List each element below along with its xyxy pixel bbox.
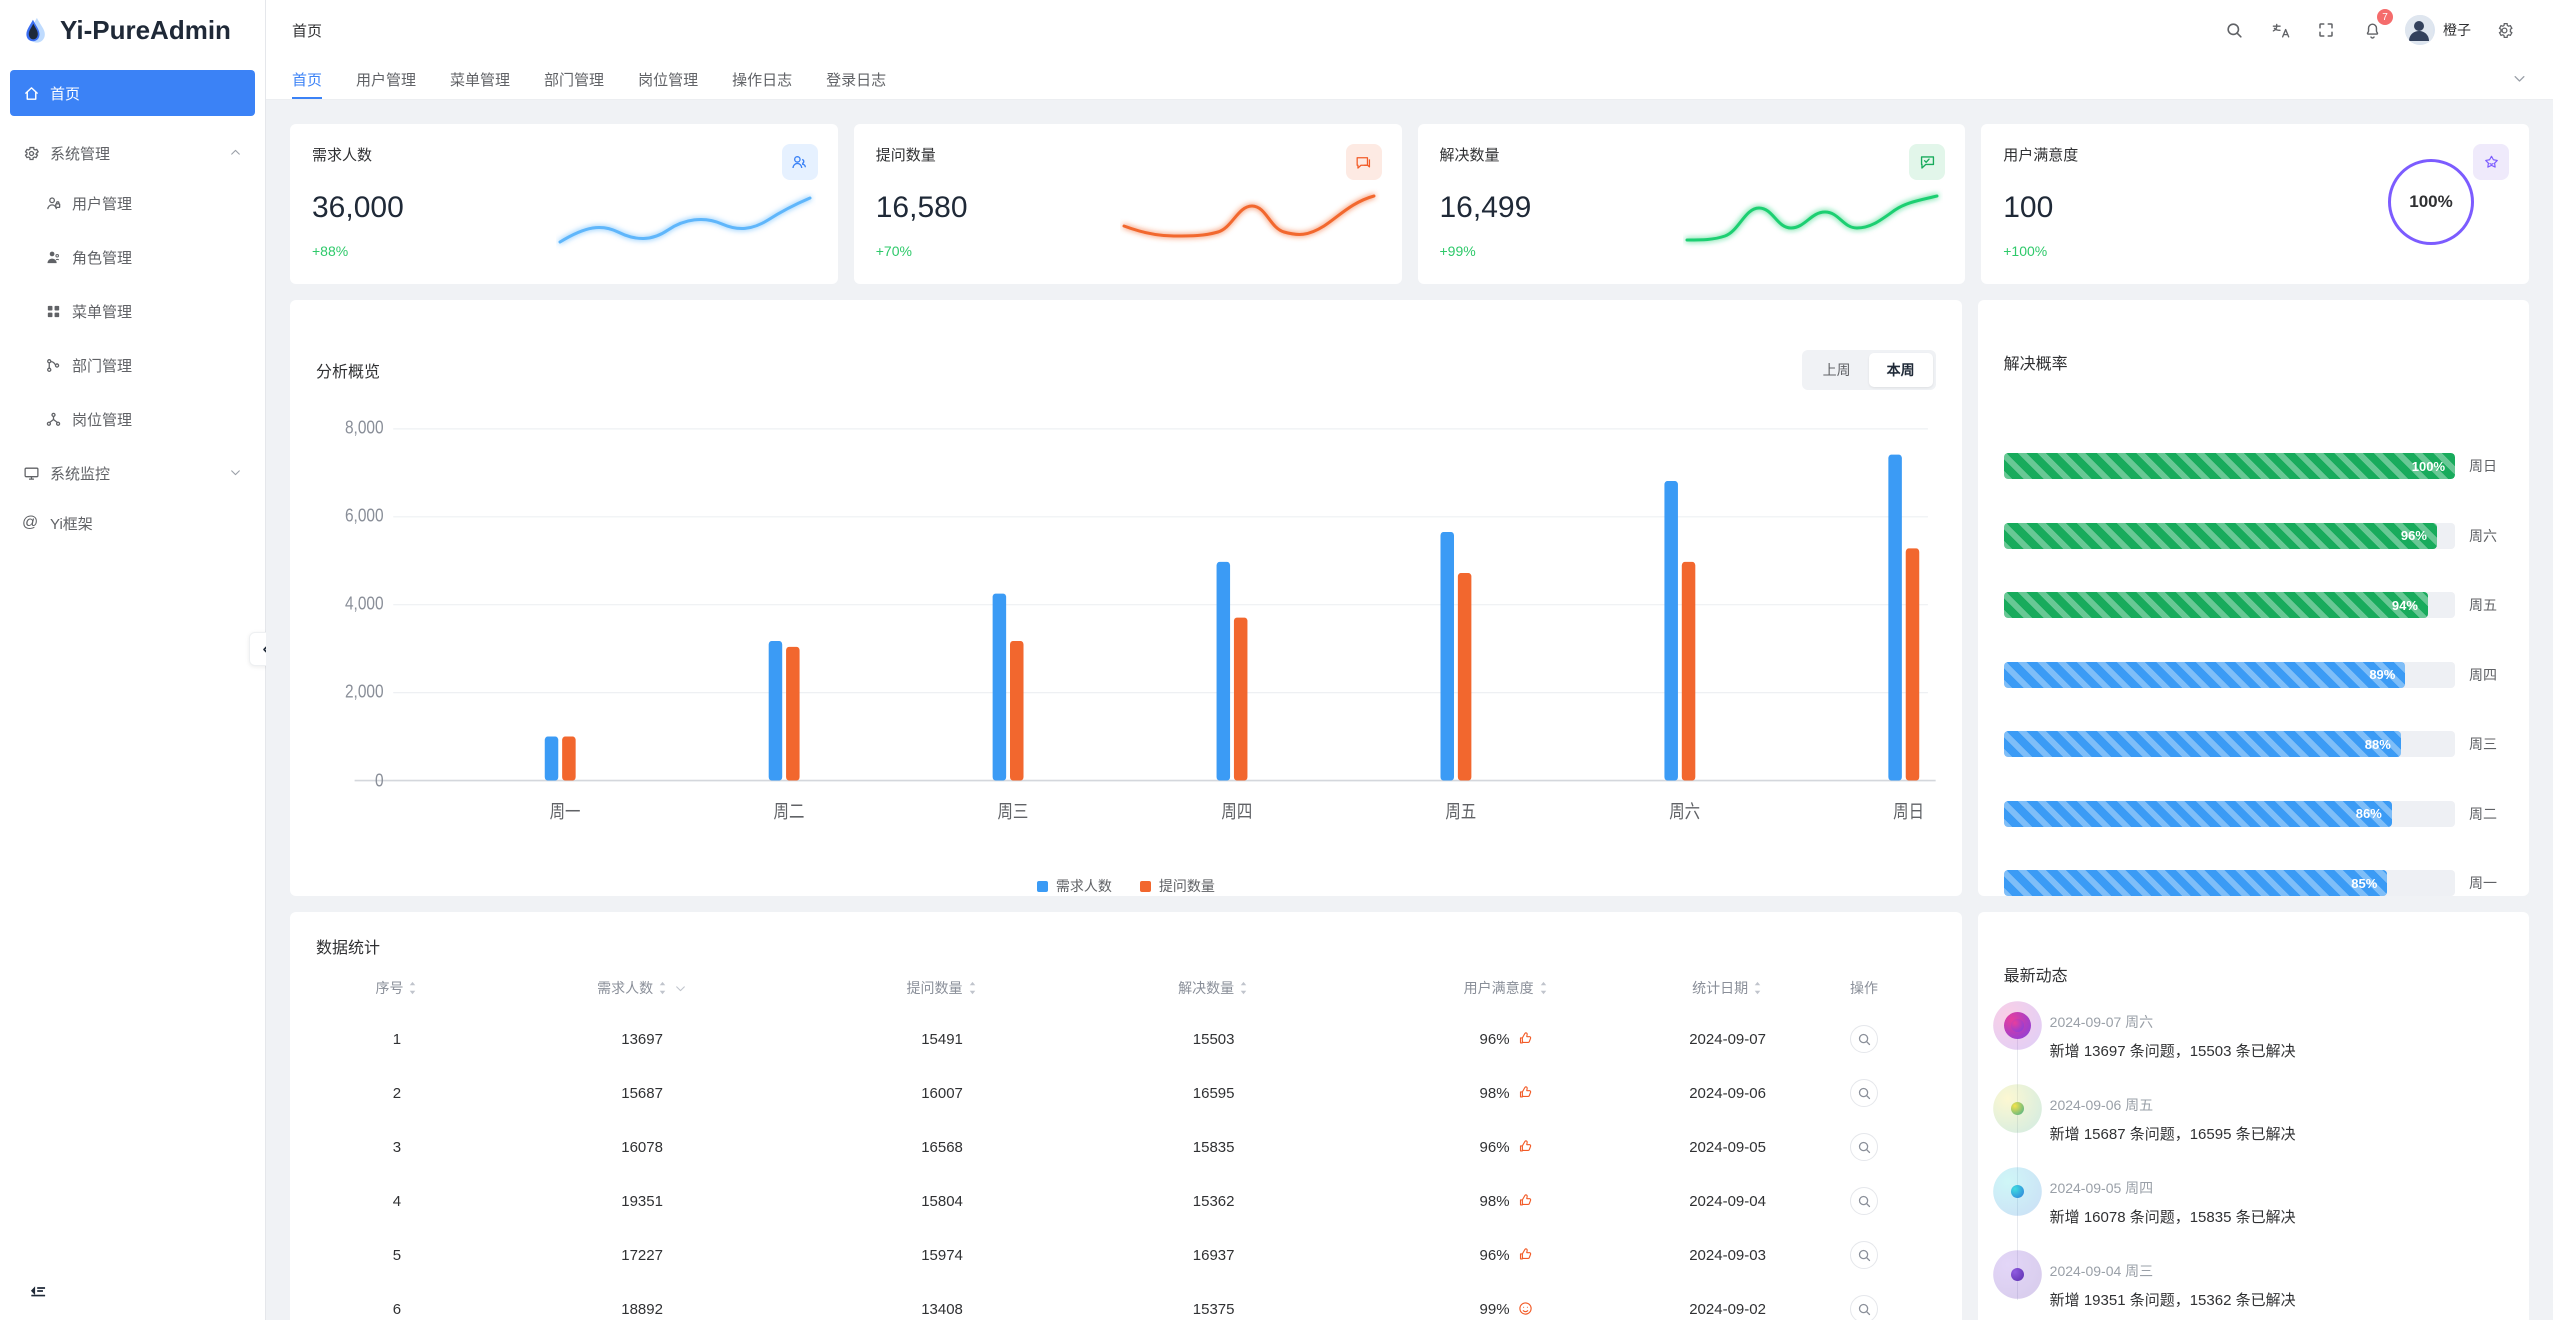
svg-text:周三: 周三 — [997, 801, 1028, 823]
svg-text:周二: 周二 — [774, 801, 805, 823]
svg-text:2,000: 2,000 — [345, 680, 384, 702]
svg-text:周一: 周一 — [550, 801, 581, 823]
svg-text:8,000: 8,000 — [345, 416, 384, 438]
svg-text:周六: 周六 — [1669, 801, 1700, 823]
svg-text:周五: 周五 — [1445, 801, 1476, 823]
svg-text:周日: 周日 — [1893, 801, 1924, 823]
svg-text:4,000: 4,000 — [345, 592, 384, 614]
svg-text:周四: 周四 — [1221, 801, 1252, 823]
svg-text:6,000: 6,000 — [345, 504, 384, 526]
svg-text:0: 0 — [375, 769, 384, 791]
